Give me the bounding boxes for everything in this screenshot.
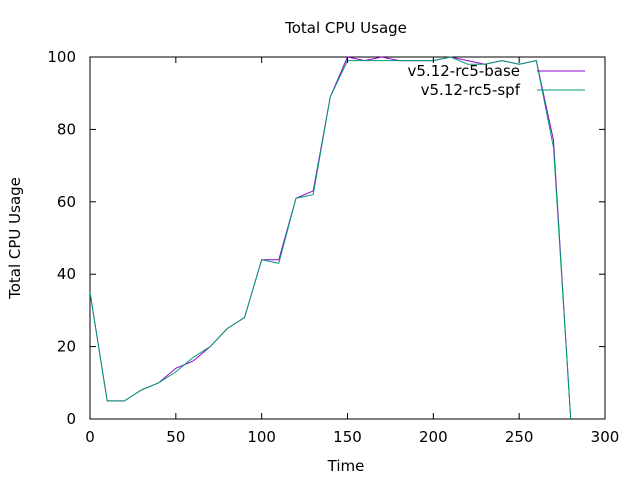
y-tick-label: 40 (57, 265, 76, 283)
x-tick-label: 250 (505, 428, 534, 446)
chart-title: Total CPU Usage (284, 19, 407, 37)
plot-frame (89, 56, 606, 420)
legend-label-0: v5.12-rc5-base (408, 62, 521, 80)
series-line-1 (89, 56, 572, 420)
x-tick-label: 300 (591, 428, 620, 446)
legend-label-1: v5.12-rc5-spf (421, 81, 521, 99)
x-tick-label: 200 (419, 428, 448, 446)
x-tick-label: 100 (247, 428, 276, 446)
series-layer (89, 56, 572, 420)
y-axis-title: Total CPU Usage (6, 177, 24, 300)
y-tick-label: 60 (57, 193, 76, 211)
y-tick-label: 100 (47, 48, 76, 66)
y-tick-label: 20 (57, 338, 76, 356)
x-tick-label: 150 (333, 428, 362, 446)
x-tick-label: 0 (85, 428, 95, 446)
y-tick-label: 80 (57, 120, 76, 138)
x-tick-label: 50 (166, 428, 185, 446)
plot-border (89, 56, 606, 420)
y-tick-label: 0 (66, 410, 76, 428)
x-axis-title: Time (327, 457, 365, 475)
series-line-0 (89, 56, 572, 420)
axis-layer: 0 50 100 150 200 250 300 0 20 40 60 80 100 (47, 48, 619, 446)
